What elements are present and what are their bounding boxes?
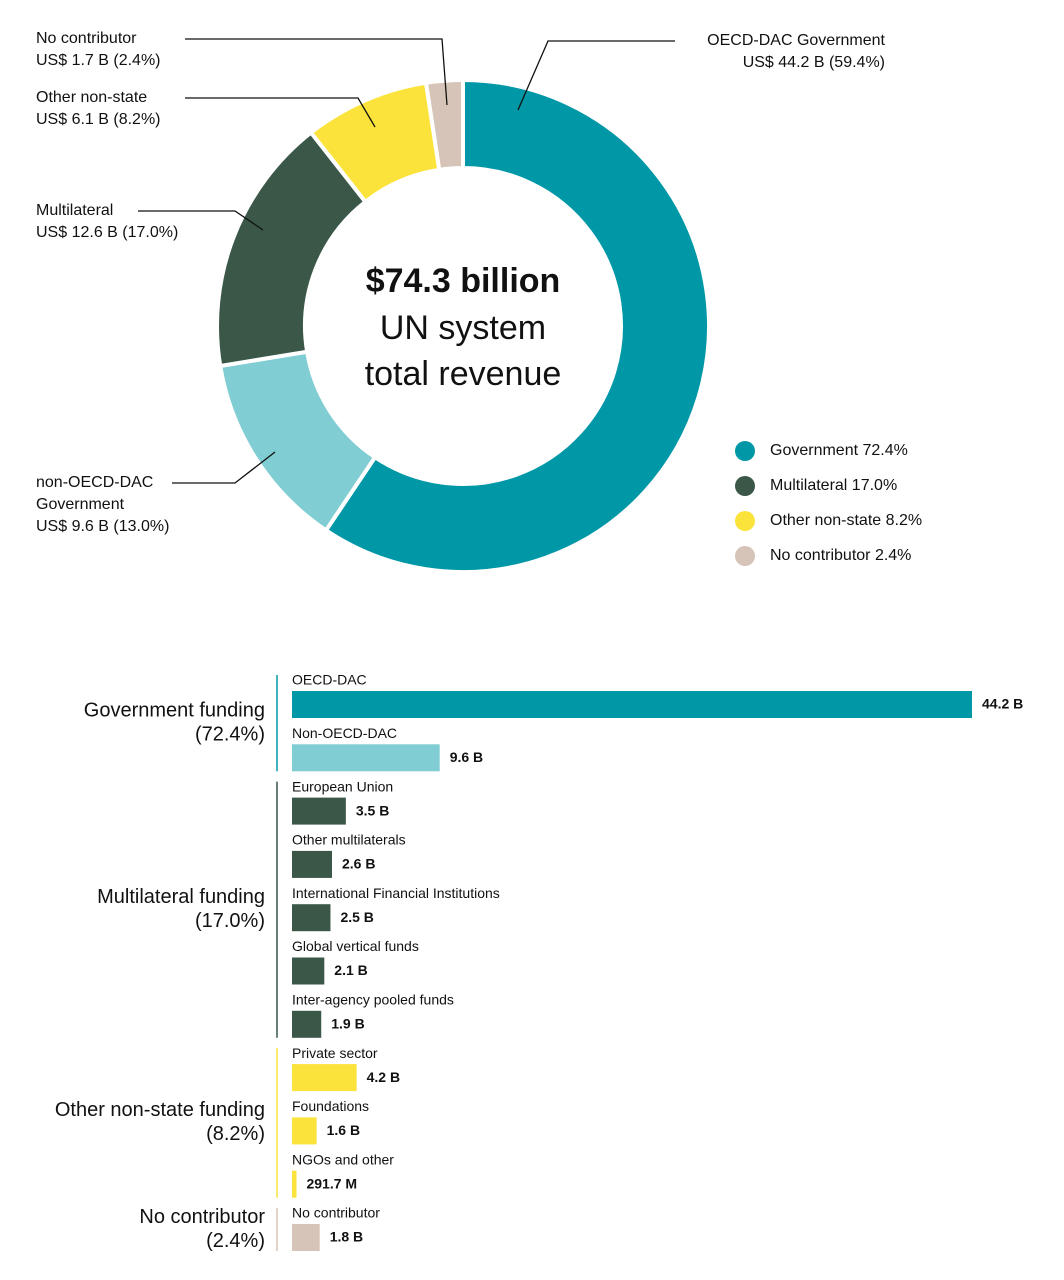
bar [292,1064,357,1092]
slice-value-label: US$ 1.7 B (2.4%) [36,52,161,69]
bar-value-label: 44.2 B [982,696,1023,712]
bar-category-label: NGOs and other [292,1151,394,1167]
leader-line [185,97,376,128]
legend-label: Government 72.4% [770,442,908,459]
group-share: (2.4%) [206,1230,265,1252]
slice-label: OECD-DAC Government [707,32,885,49]
group-share: (72.4%) [195,723,265,745]
group-label: Government funding [84,699,265,721]
bar [292,797,346,825]
center-title: $74.3 billion [366,262,561,300]
slice-value-label: US$ 12.6 B (17.0%) [36,224,179,241]
slice-callout: No contributor US$ 1.7 B (2.4%) [36,28,161,72]
bar-category-label: Foundations [292,1098,369,1114]
bar-category-label: Other multilaterals [292,832,406,848]
slice-callout: OECD-DAC Government US$ 44.2 B (59.4%) [707,30,885,74]
bar [292,904,331,932]
leader-line [517,40,675,111]
group-label: No contributor [139,1206,265,1228]
slice-label: No contributor [36,30,137,47]
donut-slice [323,77,711,574]
legend-swatch [735,476,755,496]
leader-line [185,38,448,106]
leader-line [172,451,276,484]
center-text: UN system [380,309,546,347]
bar [292,691,972,718]
bar-category-label: OECD-DAC [292,672,367,688]
slice-value-label: US$ 9.6 B (13.0%) [36,518,170,535]
slice-callout: non-OECD-DAC Government US$ 9.6 B (13.0%) [36,472,186,538]
slice-callout: Other non-state US$ 6.1 B (8.2%) [36,87,161,131]
bar [292,1224,320,1251]
bar-value-label: 4.2 B [367,1069,400,1085]
group-share: (17.0%) [195,910,265,932]
center-text: total revenue [365,355,562,393]
bar-category-label: Private sector [292,1045,378,1061]
bar-category-label: Inter-agency pooled funds [292,992,454,1008]
slice-callout: Multilateral US$ 12.6 B (17.0%) [36,200,178,244]
bar-value-label: 2.1 B [334,962,367,978]
bar [292,1010,322,1038]
bar-category-label: No contributor [292,1205,380,1221]
slice-value-label: US$ 44.2 B (59.4%) [742,54,885,71]
bar-value-label: 9.6 B [450,749,483,765]
bar-category-label: European Union [292,778,393,794]
legend-label: Multilateral 17.0% [770,477,897,494]
slice-value-label: US$ 6.1 B (8.2%) [36,111,161,128]
group-share: (8.2%) [206,1123,265,1145]
legend-swatch [735,511,755,531]
legend-label: No contributor 2.4% [770,547,911,564]
bar-value-label: 1.9 B [331,1016,364,1032]
donut-slice [423,77,465,173]
slice-label: Other non-state [36,89,148,106]
bar-value-label: 3.5 B [356,802,389,818]
bar [292,850,332,878]
slice-label: Multilateral [36,202,114,219]
bar-category-label: Non-OECD-DAC [292,725,397,741]
legend-swatch [735,546,755,566]
legend-swatch [735,441,755,461]
bar-value-label: 1.8 B [330,1229,363,1245]
legend-label: Other non-state 8.2% [770,512,922,529]
bar-category-label: International Financial Institutions [292,885,500,901]
bar-value-label: 2.6 B [342,856,375,872]
bar-value-label: 1.6 B [327,1122,360,1138]
bar [292,957,325,985]
bar-value-label: 2.5 B [340,909,373,925]
bar [292,1170,297,1198]
leader-line [138,210,264,231]
group-label: Other non-state funding [55,1099,265,1121]
bar [292,744,440,772]
group-label: Multilateral funding [97,886,265,908]
bar [292,1117,317,1145]
slice-label: non-OECD-DAC Government [36,474,154,513]
bar-category-label: Global vertical funds [292,938,419,954]
bar-value-label: 291.7 M [306,1175,357,1191]
